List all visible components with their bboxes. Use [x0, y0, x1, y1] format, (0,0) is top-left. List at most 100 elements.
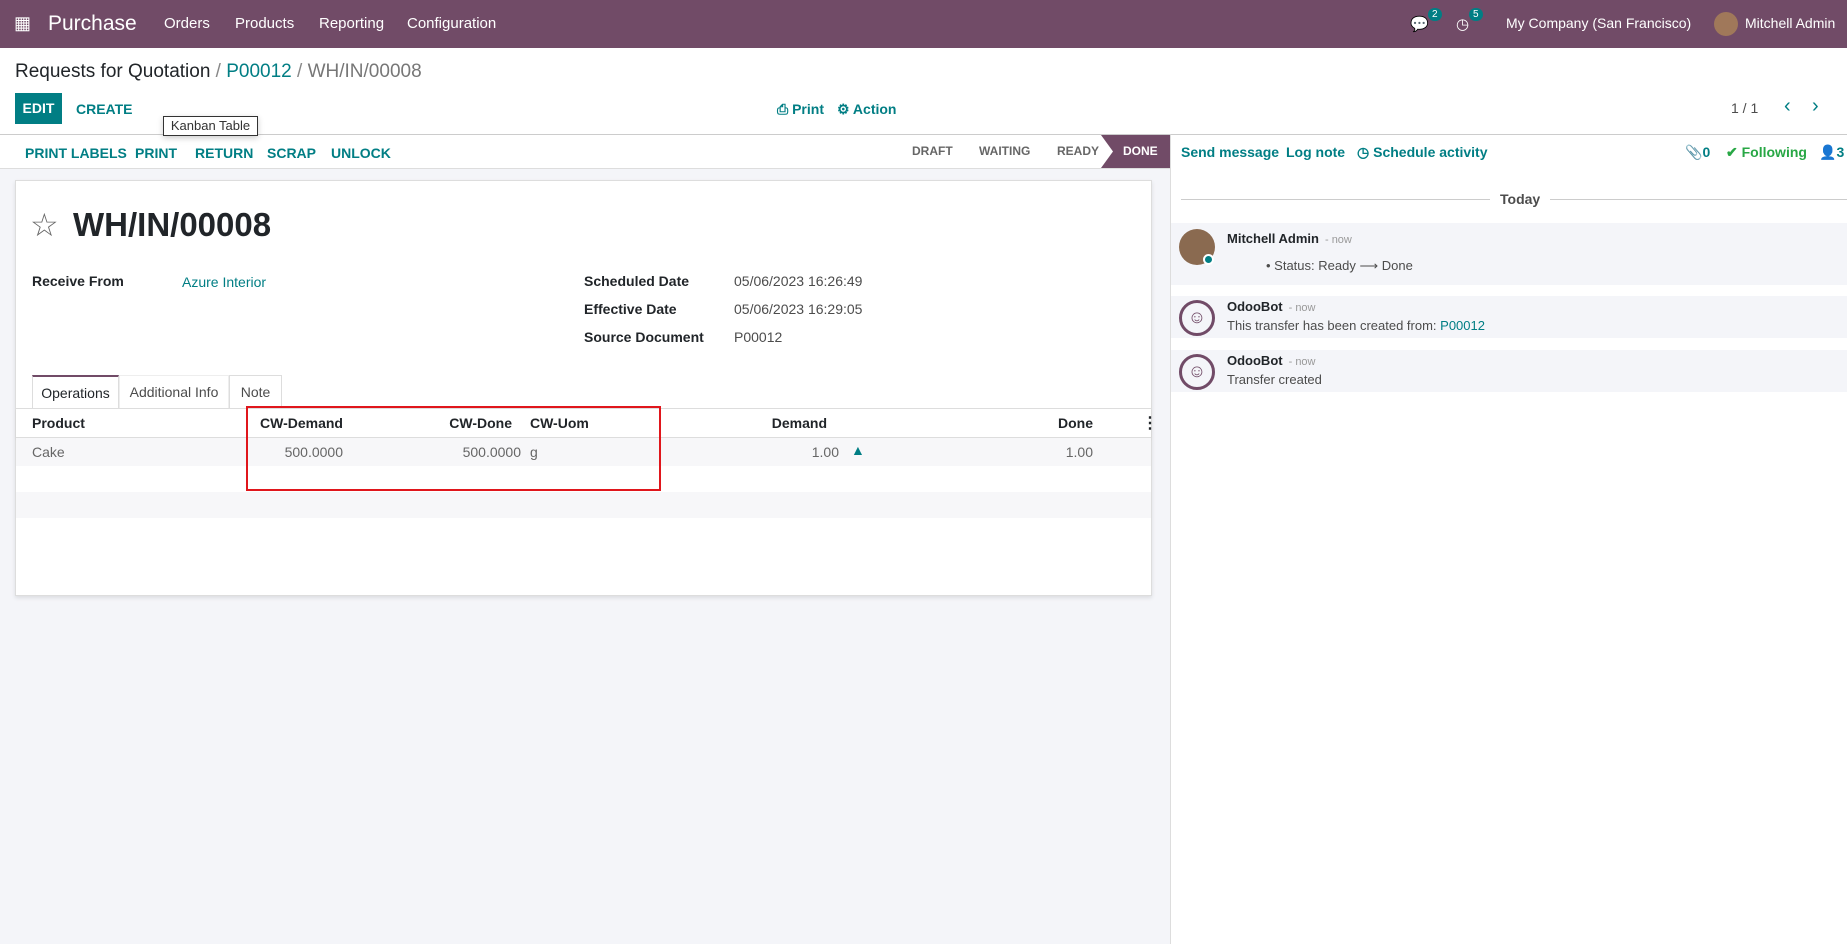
message-author: OdooBot	[1227, 299, 1283, 314]
message: ☺ OdooBot - now Transfer created	[1171, 350, 1847, 392]
breadcrumb-sep: /	[215, 61, 221, 82]
stage-draft: DRAFT	[912, 144, 953, 158]
col-cw-demand[interactable]: CW-Demand	[260, 415, 343, 431]
arrow-icon: ⟶	[1359, 258, 1379, 273]
print-label: Print	[792, 101, 824, 117]
followers-button[interactable]: 👤3	[1819, 144, 1845, 160]
tracking-value: • Status: Ready ⟶ Done	[1266, 258, 1413, 273]
menu-products[interactable]: Products	[235, 15, 295, 32]
send-message-button[interactable]: Send message	[1181, 144, 1280, 160]
tab-operations[interactable]: Operations	[32, 375, 119, 408]
messages-icon[interactable]: 💬	[1410, 16, 1429, 33]
messages-badge: 2	[1428, 8, 1442, 21]
log-note-button[interactable]: Log note	[1286, 144, 1346, 160]
receive-from-link[interactable]: Azure Interior	[182, 274, 267, 290]
user-menu[interactable]: Mitchell Admin	[1745, 15, 1836, 31]
message-body: This transfer has been created from: P00…	[1227, 318, 1485, 333]
cell-product: Cake	[32, 444, 65, 460]
activities-badge: 5	[1469, 8, 1483, 21]
cell-done: 1.00	[1065, 444, 1093, 460]
breadcrumb-root[interactable]: Requests for Quotation	[15, 61, 211, 82]
followers-count: 3	[1836, 144, 1845, 160]
following-label: Following	[1741, 144, 1807, 160]
breadcrumb: Requests for Quotation / P00012 / WH/IN/…	[15, 61, 422, 83]
app-name[interactable]: Purchase	[48, 12, 137, 35]
pager-previous-icon[interactable]: ‹	[1784, 95, 1791, 117]
effective-date-label: Effective Date	[584, 301, 677, 317]
message: ☺ OdooBot - now This transfer has been c…	[1171, 296, 1847, 338]
empty-row	[16, 492, 1151, 518]
return-button[interactable]: RETURN	[195, 145, 254, 161]
statusbar: PRINT LABELS PRINT RETURN SCRAP UNLOCK D…	[0, 134, 1170, 169]
tab-additional-info[interactable]: Additional Info	[119, 375, 229, 408]
breadcrumb-parent[interactable]: P00012	[226, 61, 292, 82]
pager-value[interactable]: 1 / 1	[1731, 100, 1759, 116]
print-button[interactable]: PRINT	[135, 145, 177, 161]
tooltip: Kanban Table	[163, 116, 258, 136]
scrap-button[interactable]: SCRAP	[267, 145, 317, 161]
menu-orders[interactable]: Orders	[164, 15, 210, 32]
col-cw-done[interactable]: CW-Done	[449, 415, 512, 431]
col-demand[interactable]: Demand	[771, 415, 827, 431]
message-header: Mitchell Admin - now	[1227, 231, 1352, 246]
favorite-star-icon[interactable]: ☆	[30, 207, 59, 243]
schedule-activity-button[interactable]: ◷ Schedule activity	[1357, 144, 1488, 160]
following-button[interactable]: ✔ Following	[1726, 144, 1807, 160]
pager-next-icon[interactable]: ›	[1812, 95, 1819, 117]
message-body: Transfer created	[1227, 372, 1322, 387]
print-labels-button[interactable]: PRINT LABELS	[25, 145, 127, 161]
message-time: - now	[1324, 234, 1352, 246]
effective-date-value: 05/06/2023 16:29:05	[734, 301, 863, 317]
online-status-icon	[1203, 254, 1214, 265]
message-author: OdooBot	[1227, 353, 1283, 368]
tab-note[interactable]: Note	[229, 375, 282, 408]
chatter: Send message Log note ◷ Schedule activit…	[1170, 134, 1847, 944]
source-document-value: P00012	[734, 329, 783, 345]
message-header: OdooBot - now	[1227, 353, 1316, 368]
menu-configuration[interactable]: Configuration	[407, 15, 497, 32]
message: Mitchell Admin - now • Status: Ready ⟶ D…	[1171, 223, 1847, 285]
source-document-label: Source Document	[584, 329, 704, 345]
record-title: WH/IN/00008	[73, 206, 272, 243]
message-time: - now	[1288, 302, 1316, 314]
message-text: This transfer has been created from:	[1227, 318, 1441, 333]
odoobot-avatar: ☺	[1179, 300, 1215, 336]
stage-waiting: WAITING	[979, 144, 1031, 158]
cell-cw-demand: 500.0000	[284, 444, 343, 460]
new-value: Done	[1381, 258, 1413, 273]
receive-from-label: Receive From	[32, 273, 124, 289]
forecast-chart-icon[interactable]: ▲	[851, 442, 865, 458]
user-avatar[interactable]	[1714, 12, 1738, 36]
stage-done: DONE	[1101, 135, 1170, 168]
col-product[interactable]: Product	[32, 415, 85, 431]
create-button[interactable]: CREATE	[76, 101, 133, 117]
message-author: Mitchell Admin	[1227, 231, 1319, 246]
optional-columns-icon[interactable]: ⋮	[1142, 415, 1158, 432]
breadcrumb-sep: /	[297, 61, 303, 82]
cell-demand: 1.00	[811, 444, 839, 460]
edit-button[interactable]: EDIT	[15, 93, 62, 124]
scheduled-date-label: Scheduled Date	[584, 273, 690, 289]
unlock-button[interactable]: UNLOCK	[331, 145, 391, 161]
message-header: OdooBot - now	[1227, 299, 1316, 314]
old-value: Status: Ready	[1274, 258, 1356, 273]
print-menu[interactable]: ⎙ Print	[777, 101, 824, 117]
source-link[interactable]: P00012	[1440, 318, 1485, 333]
menu-reporting[interactable]: Reporting	[319, 15, 385, 32]
company-switcher[interactable]: My Company (San Francisco)	[1506, 15, 1692, 31]
date-today: Today	[1490, 191, 1551, 207]
activities-icon[interactable]: ◷	[1456, 16, 1470, 33]
message-time: - now	[1288, 356, 1316, 368]
action-menu[interactable]: ⚙ Action	[837, 101, 897, 117]
top-navbar: ▦ Purchase Orders Products Reporting Con…	[0, 0, 1847, 48]
col-cw-uom[interactable]: CW-Uom	[530, 415, 589, 431]
schedule-activity-label: Schedule activity	[1373, 144, 1488, 160]
table-row[interactable]	[16, 438, 1151, 466]
stage-ready: READY	[1057, 144, 1100, 158]
highlight-box	[246, 406, 661, 491]
cell-cw-done: 500.0000	[462, 444, 521, 460]
cell-cw-uom: g	[530, 444, 538, 460]
apps-menu-icon[interactable]: ▦	[14, 13, 32, 33]
col-done[interactable]: Done	[1058, 415, 1093, 431]
attachments-button[interactable]: 📎0	[1685, 144, 1711, 160]
